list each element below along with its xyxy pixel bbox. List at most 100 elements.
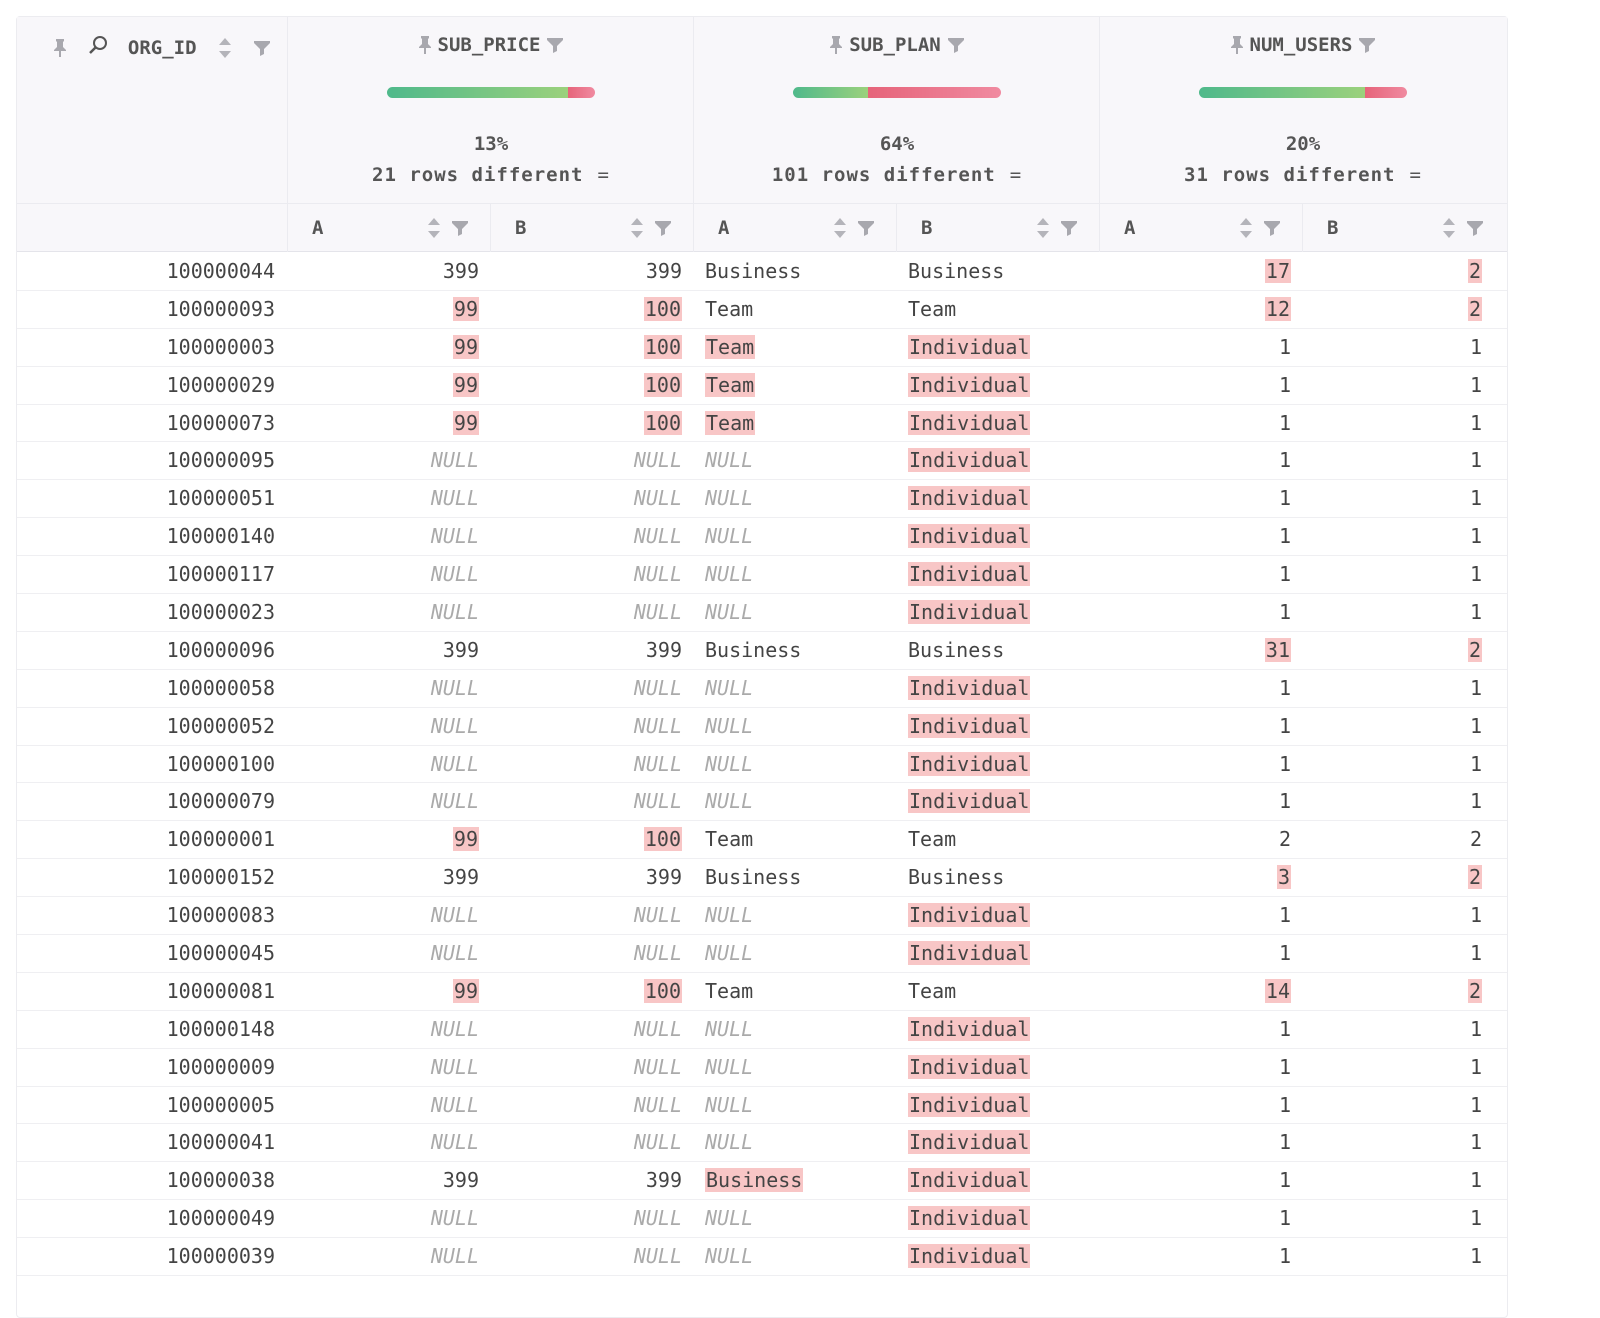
- table-row[interactable]: 100000005 NULL NULL NULL Individual 1 1: [17, 1087, 1507, 1125]
- table-row[interactable]: 100000083 NULL NULL NULL Individual 1 1: [17, 897, 1507, 936]
- sub-plan-a-cell: NULL: [705, 480, 895, 516]
- pin-icon[interactable]: [418, 35, 432, 55]
- pin-icon[interactable]: [1230, 35, 1244, 55]
- table-row[interactable]: 100000052 NULL NULL NULL Individual 1 1: [17, 708, 1507, 746]
- sub-plan-b-cell: Individual: [908, 480, 1098, 516]
- side-label: B: [1327, 217, 1339, 239]
- sub-price-a-cell: NULL: [287, 670, 479, 706]
- diff-segment: [567, 87, 595, 98]
- filter-icon[interactable]: [947, 36, 965, 54]
- sub-plan-b-value: Individual: [908, 486, 1031, 511]
- sub-plan-b-value: Individual: [908, 713, 1031, 738]
- sub-price-a-value: 399: [442, 1168, 479, 1193]
- sort-icon[interactable]: [427, 216, 441, 240]
- filter-icon[interactable]: [1466, 219, 1484, 237]
- search-icon[interactable]: [88, 35, 108, 60]
- sub-plan-a-cell: NULL: [705, 1200, 895, 1236]
- sub-price-a-value: 99: [452, 334, 479, 359]
- table-row[interactable]: 100000009 NULL NULL NULL Individual 1 1: [17, 1049, 1507, 1087]
- org-id-cell: 100000079: [17, 783, 275, 819]
- pin-icon[interactable]: [829, 35, 843, 55]
- table-row[interactable]: 100000100 NULL NULL NULL Individual 1 1: [17, 746, 1507, 784]
- pin-icon[interactable]: [53, 38, 67, 58]
- num-users-a-value: 1: [1278, 562, 1291, 587]
- table-row[interactable]: 100000079 NULL NULL NULL Individual 1 1: [17, 783, 1507, 822]
- table-row[interactable]: 100000001 99 100 Team Team 2 2: [17, 821, 1507, 860]
- sort-icon[interactable]: [1239, 216, 1253, 240]
- filter-icon[interactable]: [253, 39, 271, 57]
- filter-icon[interactable]: [654, 219, 672, 237]
- table-row[interactable]: 100000041 NULL NULL NULL Individual 1 1: [17, 1124, 1507, 1163]
- sub-price-a-cell: NULL: [287, 442, 479, 478]
- sub-plan-b-cell: Individual: [908, 442, 1098, 478]
- sub-plan-a-cell: Business: [705, 1162, 895, 1198]
- org-id-cell: 100000095: [17, 442, 275, 478]
- key-column-name: ORG_ID: [127, 36, 197, 59]
- sub-price-b-value: NULL: [633, 751, 682, 776]
- num-users-b-cell: 1: [1302, 518, 1482, 554]
- table-row[interactable]: 100000039 NULL NULL NULL Individual 1 1: [17, 1238, 1507, 1277]
- sort-icon[interactable]: [630, 216, 644, 240]
- table-row[interactable]: 100000096 399 399 Business Business 31 2: [17, 632, 1507, 670]
- sub-plan-a-cell: NULL: [705, 935, 895, 971]
- sub-plan-a-value: NULL: [705, 903, 754, 928]
- table-row[interactable]: 100000023 NULL NULL NULL Individual 1 1: [17, 594, 1507, 632]
- sort-icon[interactable]: [218, 36, 232, 60]
- sort-icon[interactable]: [1036, 216, 1050, 240]
- filter-icon[interactable]: [857, 219, 875, 237]
- table-row[interactable]: 100000093 99 100 Team Team 12 2: [17, 291, 1507, 329]
- sub-price-a-cell: 99: [287, 291, 479, 327]
- org-id-value: 100000093: [166, 296, 275, 321]
- org-id-value: 100000044: [166, 259, 275, 283]
- table-row[interactable]: 100000117 NULL NULL NULL Individual 1 1: [17, 556, 1507, 595]
- equals-toggle[interactable]: =: [1409, 164, 1422, 186]
- table-row[interactable]: 100000051 NULL NULL NULL Individual 1 1: [17, 480, 1507, 519]
- sort-icon[interactable]: [1442, 216, 1456, 240]
- sub-header-b: B: [1302, 204, 1506, 252]
- num-users-b-cell: 2: [1302, 859, 1482, 895]
- rows-different-text: 21 rows different: [372, 164, 584, 186]
- table-row[interactable]: 100000003 99 100 Team Individual 1 1: [17, 329, 1507, 367]
- table-row[interactable]: 100000081 99 100 Team Team 14 2: [17, 973, 1507, 1011]
- sub-plan-a-cell: Team: [705, 821, 895, 857]
- table-row[interactable]: 100000073 99 100 Team Individual 1 1: [17, 405, 1507, 443]
- equals-toggle[interactable]: =: [1009, 164, 1023, 186]
- table-row[interactable]: 100000045 NULL NULL NULL Individual 1 1: [17, 935, 1507, 973]
- table-row[interactable]: 100000148 NULL NULL NULL Individual 1 1: [17, 1011, 1507, 1049]
- filter-icon[interactable]: [451, 219, 469, 237]
- column-header-sub-plan: SUB_PLAN 64% 101 rows different =: [693, 17, 1100, 203]
- table-row[interactable]: 100000152 399 399 Business Business 3 2: [17, 859, 1507, 898]
- table-row[interactable]: 100000058 NULL NULL NULL Individual 1 1: [17, 670, 1507, 708]
- sub-plan-b-value: Business: [908, 259, 1005, 283]
- num-users-b-cell: 1: [1302, 746, 1482, 782]
- match-segment: [387, 87, 568, 98]
- sub-plan-b-cell: Individual: [908, 1011, 1098, 1047]
- sub-plan-b-cell: Individual: [908, 1124, 1098, 1160]
- filter-icon[interactable]: [1358, 36, 1376, 54]
- num-users-a-value: 17: [1264, 259, 1291, 283]
- num-users-b-cell: 1: [1302, 1162, 1482, 1198]
- sub-plan-a-value: NULL: [705, 524, 754, 549]
- table-row[interactable]: 100000049 NULL NULL NULL Individual 1 1: [17, 1200, 1507, 1239]
- num-users-a-value: 1: [1278, 1206, 1291, 1231]
- table-row[interactable]: 100000029 99 100 Team Individual 1 1: [17, 367, 1507, 405]
- sub-plan-a-value: NULL: [705, 562, 754, 587]
- num-users-b-value: 1: [1469, 562, 1482, 587]
- filter-icon[interactable]: [546, 36, 564, 54]
- sort-icon[interactable]: [833, 216, 847, 240]
- equals-toggle[interactable]: =: [597, 164, 610, 186]
- sub-price-a-value: NULL: [430, 600, 479, 625]
- sub-price-a-cell: 99: [287, 405, 479, 441]
- table-row[interactable]: 100000038 399 399 Business Individual 1 1: [17, 1162, 1507, 1201]
- org-id-cell: 100000152: [17, 859, 275, 895]
- filter-icon[interactable]: [1060, 219, 1078, 237]
- table-row[interactable]: 100000140 NULL NULL NULL Individual 1 1: [17, 518, 1507, 557]
- sub-price-a-cell: NULL: [287, 556, 479, 592]
- num-users-a-cell: 1: [1099, 1049, 1291, 1085]
- sub-price-a-value: NULL: [430, 1054, 479, 1079]
- filter-icon[interactable]: [1263, 219, 1281, 237]
- num-users-a-cell: 1: [1099, 897, 1291, 933]
- sub-price-a-value: NULL: [430, 751, 479, 776]
- table-row[interactable]: 100000044 399 399 Business Business 17 2: [17, 253, 1507, 291]
- table-row[interactable]: 100000095 NULL NULL NULL Individual 1 1: [17, 442, 1507, 481]
